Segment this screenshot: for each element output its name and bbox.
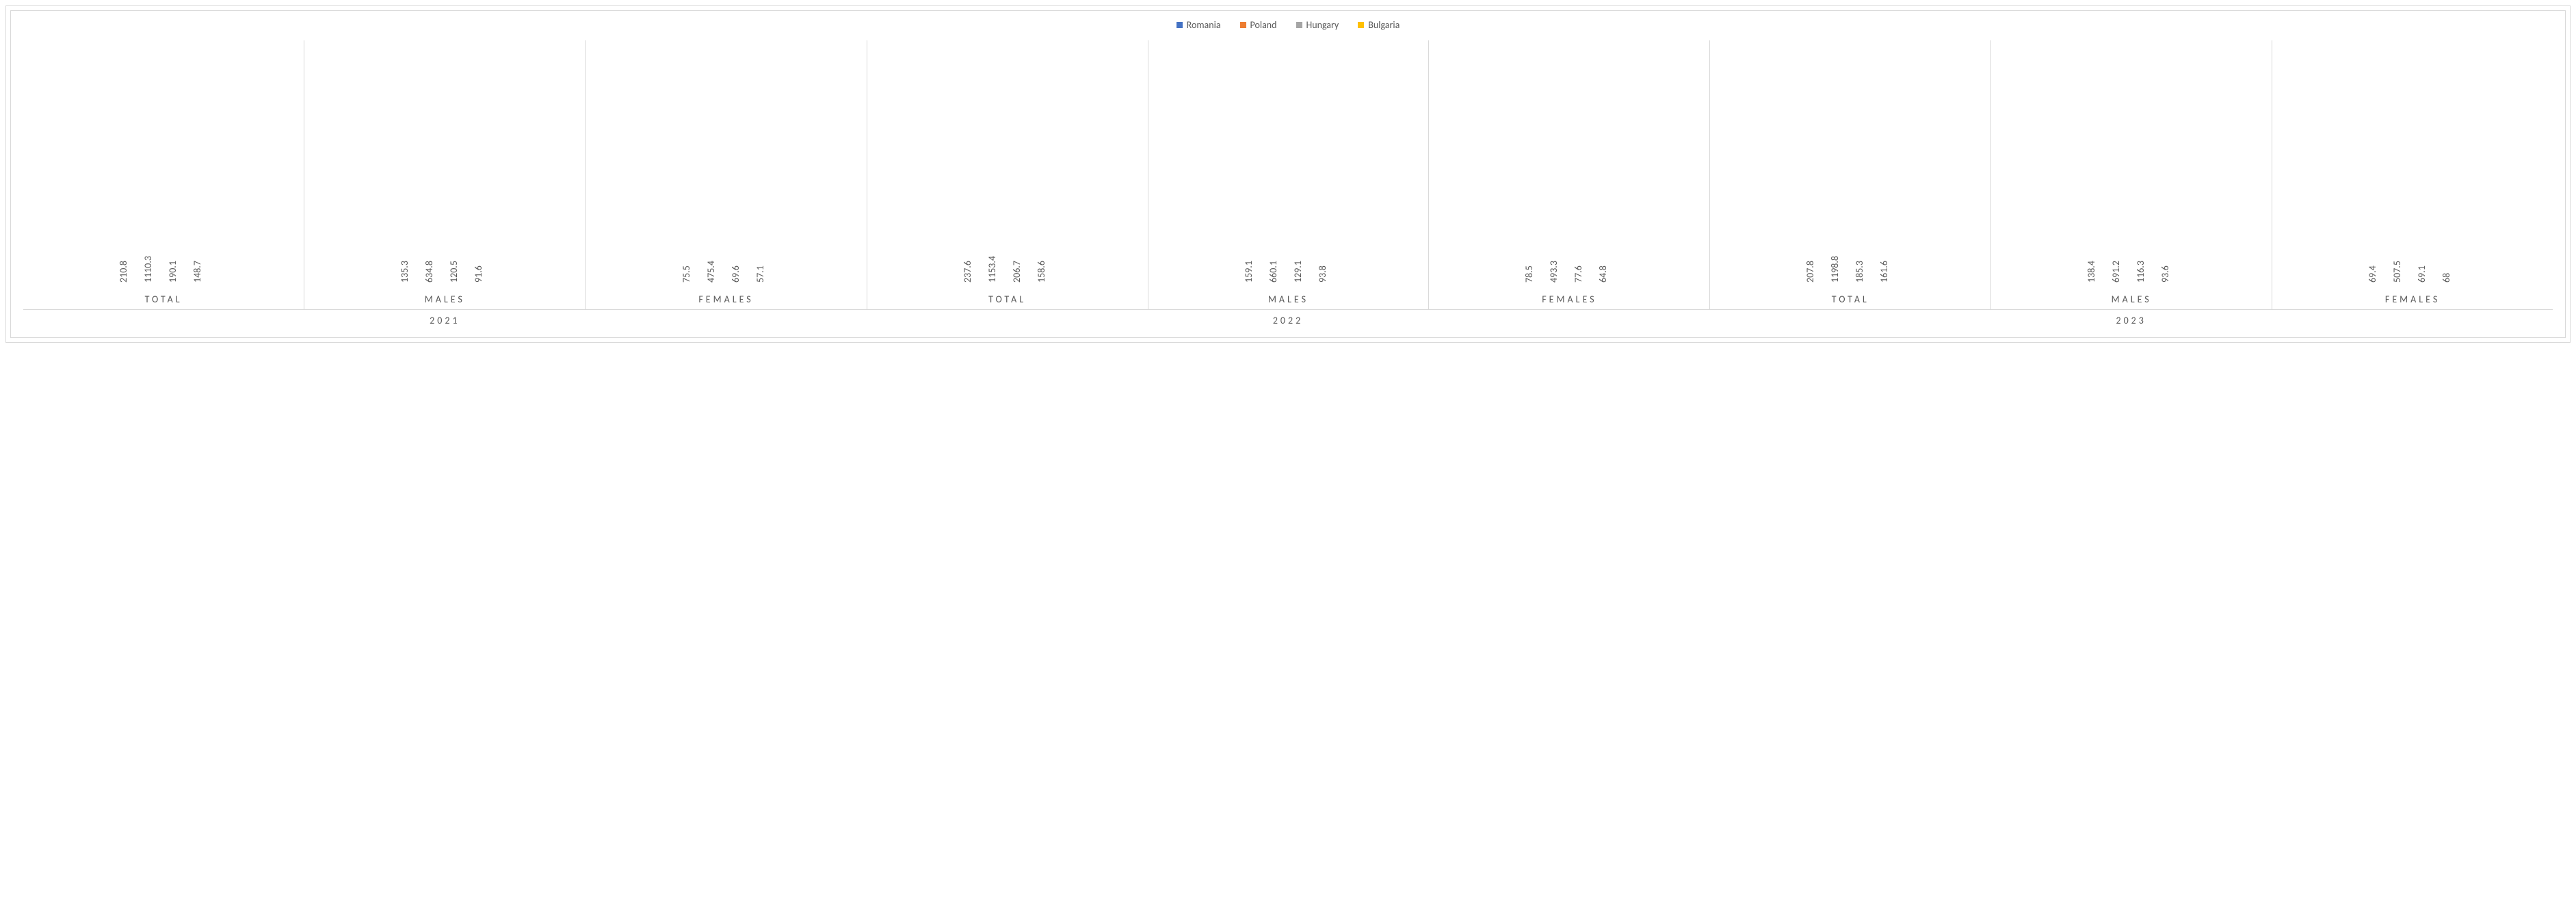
chart-plot-area: Romania Poland Hungary Bulgaria 210.8 1110.3…	[10, 10, 2566, 338]
groups-row: 207.8 1198.8 185.3 161.6 TOTAL 138.4 691.2 116.…	[1709, 40, 2553, 310]
legend-label: Romania	[1187, 19, 1221, 31]
chart-outer-frame: Romania Poland Hungary Bulgaria 210.8 1110.3…	[5, 5, 2571, 343]
year-block-2021: 210.8 1110.3 190.1 148.7 TOTAL 135.3 634.8 120.…	[23, 40, 867, 328]
group-females: 78.5 493.3 77.6 64.8 FEMALES	[1428, 40, 1709, 309]
bar-value-label: 190.1	[167, 261, 179, 283]
legend-swatch	[1240, 22, 1246, 28]
bar-value-label: 1198.8	[1829, 256, 1841, 283]
group-label: TOTAL	[867, 287, 1148, 309]
bar-value-label: 493.3	[1548, 261, 1560, 283]
legend-item-romania: Romania	[1177, 19, 1221, 31]
bar-value-label: 68	[2441, 273, 2452, 283]
plot: 210.8 1110.3 190.1 148.7 TOTAL 135.3 634.8 120.…	[23, 40, 2553, 328]
bar-cluster: 69.4 507.5 69.1 68	[2272, 40, 2553, 287]
group-label: MALES	[1148, 287, 1429, 309]
bar-value-label: 93.8	[1317, 265, 1328, 283]
bar-value-label: 91.6	[473, 265, 484, 283]
bar-cluster: 237.6 1153.4 206.7 158.6	[867, 40, 1148, 287]
legend-item-poland: Poland	[1240, 19, 1277, 31]
group-label: MALES	[1991, 287, 2272, 309]
bar-value-label: 207.8	[1804, 261, 1816, 283]
group-females: 69.4 507.5 69.1 68 FEMALES	[2272, 40, 2553, 309]
group-label: FEMALES	[586, 287, 866, 309]
group-label: TOTAL	[1710, 287, 1990, 309]
bar-value-label: 210.8	[118, 261, 129, 283]
bar-value-label: 691.2	[2110, 261, 2122, 283]
group-label: FEMALES	[2272, 287, 2553, 309]
year-block-2022: 237.6 1153.4 206.7 158.6 TOTAL 159.1 660.1 129.…	[867, 40, 1710, 328]
year-label: 2022	[867, 310, 1710, 328]
group-total: 210.8 1110.3 190.1 148.7 TOTAL	[23, 40, 304, 309]
bar-value-label: 1153.4	[986, 256, 998, 283]
year-label: 2021	[23, 310, 867, 328]
bar-value-label: 129.1	[1292, 261, 1304, 283]
legend: Romania Poland Hungary Bulgaria	[23, 19, 2553, 31]
bar-value-label: 161.6	[1878, 261, 1890, 283]
group-males: 159.1 660.1 129.1 93.8 MALES	[1148, 40, 1429, 309]
group-total: 207.8 1198.8 185.3 161.6 TOTAL	[1709, 40, 1990, 309]
bar-value-label: 77.6	[1573, 265, 1584, 283]
bar-value-label: 475.4	[705, 261, 717, 283]
bar-value-label: 634.8	[423, 261, 435, 283]
group-label: TOTAL	[23, 287, 304, 309]
legend-item-bulgaria: Bulgaria	[1358, 19, 1399, 31]
legend-label: Poland	[1250, 19, 1277, 31]
bar-value-label: 69.6	[730, 265, 741, 283]
bar-value-label: 206.7	[1011, 261, 1023, 283]
legend-swatch	[1358, 22, 1364, 28]
bar-value-label: 78.5	[1523, 265, 1535, 283]
bar-value-label: 159.1	[1243, 261, 1254, 283]
groups-row: 210.8 1110.3 190.1 148.7 TOTAL 135.3 634.8 120.…	[23, 40, 867, 310]
bar-value-label: 57.1	[754, 265, 766, 283]
group-label: MALES	[304, 287, 585, 309]
bar-value-label: 120.5	[448, 261, 460, 283]
legend-swatch	[1296, 22, 1302, 28]
bar-cluster: 210.8 1110.3 190.1 148.7	[23, 40, 304, 287]
bar-value-label: 93.6	[2159, 265, 2171, 283]
bar-value-label: 185.3	[1854, 261, 1865, 283]
group-total: 237.6 1153.4 206.7 158.6 TOTAL	[867, 40, 1148, 309]
group-label: FEMALES	[1429, 287, 1709, 309]
year-label: 2023	[1709, 310, 2553, 328]
bar-cluster: 75.5 475.4 69.6 57.1	[586, 40, 866, 287]
group-females: 75.5 475.4 69.6 57.1 FEMALES	[585, 40, 866, 309]
bar-cluster: 207.8 1198.8 185.3 161.6	[1710, 40, 1990, 287]
groups-row: 237.6 1153.4 206.7 158.6 TOTAL 159.1 660.1 129.…	[867, 40, 1710, 310]
legend-label: Hungary	[1306, 19, 1339, 31]
bar-value-label: 116.3	[2135, 261, 2146, 283]
bar-value-label: 75.5	[681, 265, 692, 283]
bar-value-label: 660.1	[1267, 261, 1279, 283]
legend-item-hungary: Hungary	[1296, 19, 1339, 31]
bar-value-label: 148.7	[192, 261, 203, 283]
bar-value-label: 138.4	[2086, 261, 2097, 283]
year-block-2023: 207.8 1198.8 185.3 161.6 TOTAL 138.4 691.2 116.…	[1709, 40, 2553, 328]
bar-value-label: 158.6	[1036, 261, 1047, 283]
bar-value-label: 1110.3	[142, 256, 154, 283]
bar-value-label: 69.4	[2367, 265, 2378, 283]
legend-label: Bulgaria	[1368, 19, 1399, 31]
bar-value-label: 237.6	[962, 261, 973, 283]
bar-cluster: 135.3 634.8 120.5 91.6	[304, 40, 585, 287]
bar-cluster: 78.5 493.3 77.6 64.8	[1429, 40, 1709, 287]
group-males: 135.3 634.8 120.5 91.6 MALES	[304, 40, 585, 309]
bar-cluster: 138.4 691.2 116.3 93.6	[1991, 40, 2272, 287]
legend-swatch	[1177, 22, 1183, 28]
bar-value-label: 135.3	[399, 261, 410, 283]
bar-value-label: 507.5	[2391, 261, 2403, 283]
group-males: 138.4 691.2 116.3 93.6 MALES	[1990, 40, 2272, 309]
bar-cluster: 159.1 660.1 129.1 93.8	[1148, 40, 1429, 287]
bar-value-label: 69.1	[2416, 265, 2428, 283]
bar-value-label: 64.8	[1597, 265, 1609, 283]
